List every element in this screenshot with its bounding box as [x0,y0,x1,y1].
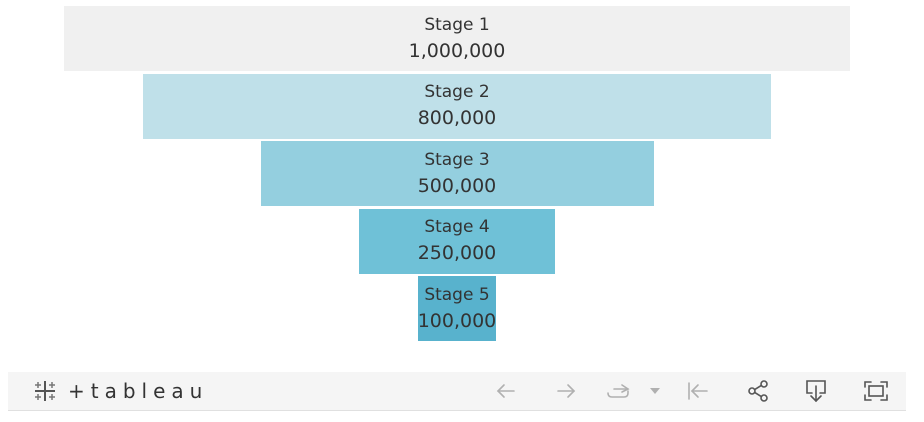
download-icon [806,380,826,403]
revert-icon [607,384,630,398]
stage-value: 1,000,000 [408,39,506,62]
revert-button[interactable] [604,378,632,404]
undo-button[interactable] [492,378,520,404]
stage-label: Stage 5 [424,284,490,305]
funnel-bar[interactable]: Stage 1 1,000,000 [64,6,850,71]
chevron-down-icon [650,388,660,394]
download-button[interactable] [802,378,830,404]
redo-arrow-icon [557,384,576,398]
stage-label: Stage 2 [424,82,490,102]
brand-name: tableau [90,379,209,403]
stage-value: 500,000 [417,174,497,197]
funnel-bar[interactable]: Stage 3 500,000 [260,141,654,206]
fullscreen-icon [864,381,888,401]
revert-dropdown[interactable] [644,378,666,404]
stage-value: 250,000 [417,242,497,264]
redo-button[interactable] [552,378,580,404]
tableau-wordmark: +tableau [68,379,209,403]
tableau-logo[interactable]: +tableau [32,378,208,404]
funnel-bar[interactable]: Stage 4 250,000 [358,208,556,274]
reset-button[interactable] [684,378,712,404]
funnel-chart: Stage 1 1,000,000 Stage 2 800,000 Stage 3 500… [64,6,850,341]
funnel-bar[interactable]: Stage 2 800,000 [142,73,772,139]
reset-to-start-icon [688,382,708,400]
funnel-bar[interactable]: Stage 5 100,000 [417,276,497,341]
stage-value: 100,000 [417,309,497,332]
tableau-logo-icon [35,381,55,401]
share-icon [748,380,768,402]
stage-label: Stage 3 [424,149,490,170]
viz-toolbar: +tableau [8,372,906,411]
fullscreen-button[interactable] [862,378,890,404]
stage-label: Stage 1 [424,14,490,35]
undo-arrow-icon [496,384,515,398]
stage-label: Stage 4 [424,217,490,237]
stage-value: 800,000 [417,107,497,129]
share-button[interactable] [744,378,772,404]
